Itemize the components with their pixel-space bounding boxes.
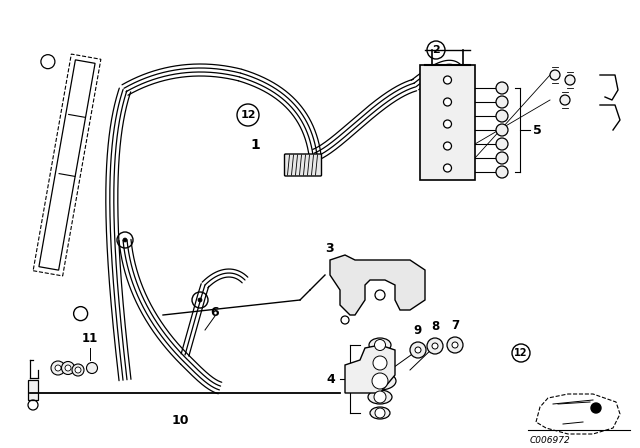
Circle shape (444, 142, 451, 150)
Ellipse shape (366, 354, 394, 372)
Bar (420, 65, 475, 180)
Circle shape (565, 75, 575, 85)
Ellipse shape (368, 390, 392, 404)
Circle shape (496, 138, 508, 150)
Text: 6: 6 (211, 306, 220, 319)
FancyBboxPatch shape (285, 154, 321, 176)
Circle shape (496, 96, 508, 108)
Circle shape (432, 343, 438, 349)
Circle shape (444, 98, 451, 106)
Text: 1: 1 (250, 138, 260, 152)
Circle shape (560, 95, 570, 105)
Text: 8: 8 (431, 319, 439, 332)
Circle shape (496, 152, 508, 164)
Circle shape (496, 82, 508, 94)
Circle shape (427, 338, 443, 354)
Circle shape (123, 238, 127, 242)
Polygon shape (330, 255, 425, 315)
Circle shape (452, 342, 458, 348)
Circle shape (410, 342, 426, 358)
Circle shape (375, 290, 385, 300)
Text: 12: 12 (240, 110, 256, 120)
Circle shape (55, 365, 61, 371)
Circle shape (496, 166, 508, 178)
Text: 3: 3 (325, 241, 333, 254)
Circle shape (496, 110, 508, 122)
Circle shape (65, 365, 71, 371)
Circle shape (375, 408, 385, 418)
Ellipse shape (370, 407, 390, 419)
Circle shape (444, 164, 451, 172)
Circle shape (373, 356, 387, 370)
Circle shape (550, 70, 560, 80)
Text: 12: 12 (515, 348, 528, 358)
Circle shape (444, 120, 451, 128)
Circle shape (444, 76, 451, 84)
Circle shape (374, 340, 385, 350)
Polygon shape (345, 345, 395, 393)
Circle shape (447, 337, 463, 353)
Circle shape (51, 361, 65, 375)
Text: 10: 10 (172, 414, 189, 426)
Text: C006972: C006972 (530, 435, 571, 444)
Circle shape (198, 298, 202, 302)
Circle shape (372, 373, 388, 389)
Circle shape (61, 362, 74, 375)
Text: 7: 7 (451, 319, 459, 332)
Text: 5: 5 (533, 124, 541, 137)
Ellipse shape (364, 372, 396, 390)
Circle shape (591, 403, 601, 413)
Text: 4: 4 (326, 372, 335, 385)
Circle shape (86, 362, 97, 374)
Text: 2: 2 (432, 45, 440, 55)
Text: 11: 11 (82, 332, 98, 345)
Circle shape (415, 347, 421, 353)
Circle shape (341, 316, 349, 324)
Circle shape (374, 391, 386, 403)
Bar (28, 380, 38, 400)
Ellipse shape (369, 338, 391, 352)
Text: 9: 9 (414, 323, 422, 336)
Circle shape (75, 367, 81, 373)
Circle shape (496, 124, 508, 136)
Circle shape (72, 364, 84, 376)
